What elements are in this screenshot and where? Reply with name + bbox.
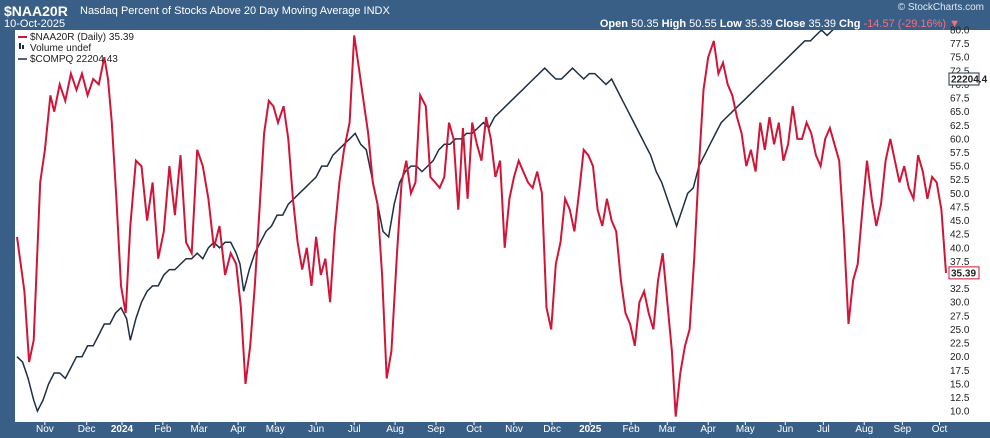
high-value: 50.55 <box>689 18 717 30</box>
close-value: 35.39 <box>808 18 836 30</box>
symbol-description: Nasdaq Percent of Stocks Above 20 Day Mo… <box>80 5 390 17</box>
chart-date: 10-Oct-2025 <box>4 18 66 30</box>
legend: $NAA20R (Daily) 35.39 Volume undef $COMP… <box>18 32 134 65</box>
volume-icon <box>19 43 21 49</box>
high-label: High <box>661 18 687 30</box>
close-label: Close <box>775 18 806 30</box>
low-value: 35.39 <box>744 18 773 30</box>
exchange-label: INDX <box>363 5 390 17</box>
symbol-title: $NAA20R <box>4 3 68 19</box>
stockcharts-logo[interactable]: © StockCharts.com <box>897 2 984 13</box>
low-label: Low <box>719 18 742 30</box>
compq-series-line <box>16 30 834 414</box>
chg-label: Chg <box>839 18 861 30</box>
legend-volume: Volume undef <box>30 43 91 54</box>
down-arrow-icon: ▼ <box>949 18 960 30</box>
description-text: Nasdaq Percent of Stocks Above 20 Day Mo… <box>80 5 361 17</box>
plot-area[interactable]: $NAA20R (Daily) 35.39 Volume undef $COMP… <box>15 30 948 422</box>
volume-icon-bar <box>22 45 24 49</box>
legend-compq: $COMPQ 22204.43 <box>30 54 118 65</box>
open-label: Open <box>599 18 628 30</box>
naa20r-series-line <box>16 35 947 417</box>
quote-bar: Open 50.35 High 50.55 Low 35.39 Close 35… <box>600 18 960 30</box>
chg-value: -14.57 (-29.16%) <box>863 18 947 30</box>
open-value: 50.35 <box>631 18 659 30</box>
chart-svg: $NAA20R (Daily) 35.39 Volume undef $COMP… <box>16 30 947 417</box>
legend-naa20r: $NAA20R (Daily) 35.39 <box>30 32 134 43</box>
